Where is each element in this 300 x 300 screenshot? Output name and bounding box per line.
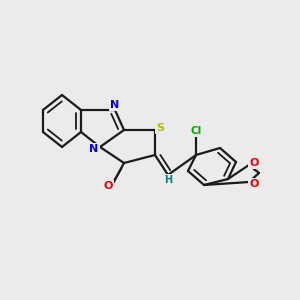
Text: O: O bbox=[103, 181, 113, 191]
Text: N: N bbox=[89, 144, 99, 154]
Text: Cl: Cl bbox=[190, 126, 202, 136]
Text: O: O bbox=[249, 158, 259, 168]
Text: H: H bbox=[164, 175, 172, 185]
Text: S: S bbox=[156, 123, 164, 133]
Text: N: N bbox=[110, 100, 120, 110]
Text: O: O bbox=[249, 179, 259, 189]
